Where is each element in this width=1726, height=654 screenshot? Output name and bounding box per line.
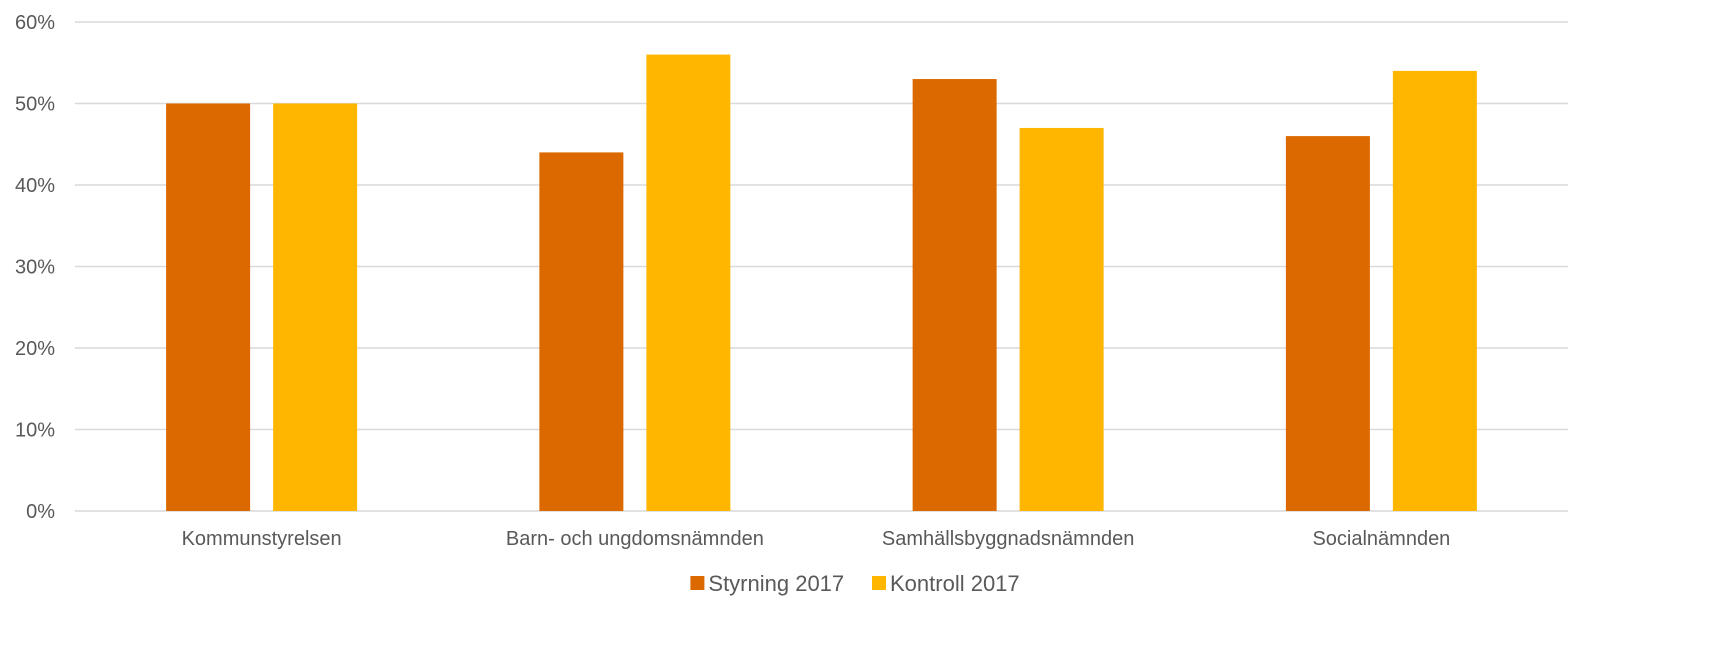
legend: Styrning 2017 Kontroll 2017 — [690, 571, 1019, 596]
y-tick-label: 10% — [15, 420, 55, 442]
bar-kontroll-1 — [646, 55, 730, 511]
legend-swatch — [690, 576, 704, 590]
legend-label: Kontroll 2017 — [890, 571, 1020, 596]
y-tick-label: 60% — [15, 12, 55, 34]
y-tick-label: 30% — [15, 257, 55, 279]
y-tick-label: 0% — [26, 501, 55, 523]
bar-styrning-1 — [539, 152, 623, 511]
bar-styrning-3 — [1286, 136, 1370, 511]
y-tick-label: 50% — [15, 94, 55, 116]
y-axis-tick-labels: 0% 10% 20% 30% 40% 50% 60% — [15, 12, 55, 523]
x-category-label: Samhällsbyggnadsnämnden — [882, 528, 1134, 550]
y-tick-label: 40% — [15, 175, 55, 197]
legend-label: Styrning 2017 — [708, 571, 844, 596]
bar-kontroll-3 — [1393, 71, 1477, 511]
x-axis-category-labels: Kommunstyrelsen Barn- och ungdomsnämnden S… — [182, 528, 1451, 550]
y-tick-label: 20% — [15, 338, 55, 360]
bars — [166, 55, 1477, 511]
bar-kontroll-2 — [1020, 128, 1104, 511]
x-category-label: Socialnämnden — [1312, 528, 1450, 550]
bar-styrning-2 — [913, 79, 997, 511]
x-category-label: Kommunstyrelsen — [182, 528, 342, 550]
legend-swatch — [872, 576, 886, 590]
bar-kontroll-0 — [273, 104, 357, 512]
bar-styrning-0 — [166, 104, 250, 512]
x-category-label: Barn- och ungdomsnämnden — [506, 528, 764, 550]
